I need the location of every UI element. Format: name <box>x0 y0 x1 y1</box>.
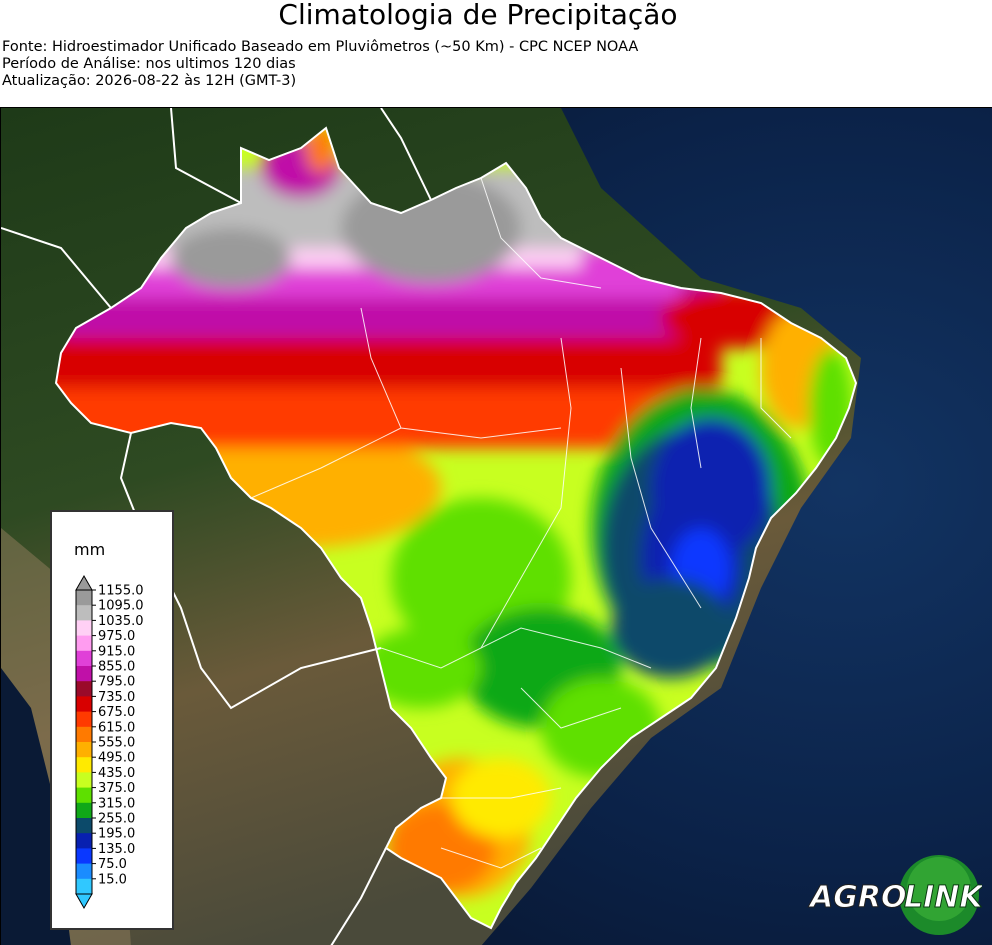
period-line: Período de Análise: nos ultimos 120 dias <box>2 56 296 72</box>
updated-line: Atualização: 2026-08-22 às 12H (GMT-3) <box>2 73 297 89</box>
colorbar-label: 975.0 <box>98 629 135 644</box>
colorbar-label: 195.0 <box>98 827 135 842</box>
colorbar-label: 315.0 <box>98 796 135 811</box>
colorbar-label: 75.0 <box>98 857 127 872</box>
colorbar-label: 795.0 <box>98 675 135 690</box>
state-borders <box>250 177 792 869</box>
colorbar-label: 675.0 <box>98 705 135 720</box>
source-line: Fonte: Hidroestimador Unificado Baseado … <box>2 39 639 55</box>
colorbar-label: 555.0 <box>98 736 135 751</box>
colorbar-swatch <box>76 635 92 652</box>
colorbar-swatch <box>76 605 92 621</box>
colorbar-swatch <box>76 696 92 713</box>
colorbar: 1155.01095.01035.0975.0915.0855.0795.073… <box>75 574 144 910</box>
colorbar-label: 15.0 <box>98 872 127 887</box>
colorbar-swatch <box>76 848 92 865</box>
legend-unit: mm <box>74 540 106 559</box>
colorbar-swatch <box>76 666 92 682</box>
colorbar-swatch <box>76 650 92 667</box>
country-borders <box>1 108 857 945</box>
colorbar-swatch <box>76 863 92 880</box>
colorbar-label: 735.0 <box>98 690 135 705</box>
colorbar-label: 1035.0 <box>98 614 144 629</box>
colorbar-swatch <box>76 757 92 773</box>
colorbar-swatch <box>76 833 92 849</box>
colorbar-label: 1095.0 <box>98 599 144 614</box>
colorbar-label: 855.0 <box>98 660 135 675</box>
map-metadata: Fonte: Hidroestimador Unificado Baseado … <box>2 39 638 90</box>
colorbar-swatch <box>76 681 92 697</box>
colorbar-label: 915.0 <box>98 644 135 659</box>
colorbar-swatch <box>76 742 92 758</box>
colorbar-swatch <box>76 818 92 834</box>
colorbar-label: 135.0 <box>98 842 135 857</box>
colorbar-label: 1155.0 <box>98 584 144 599</box>
colorbar-top-arrow <box>75 574 93 591</box>
precipitation-map <box>1 108 992 945</box>
logo-text-link: LINK <box>904 880 982 915</box>
map-title: Climatologia de Precipitação <box>278 0 678 31</box>
colorbar-swatch <box>76 711 92 728</box>
colorbar-label: 255.0 <box>98 812 135 827</box>
colorbar-label: 615.0 <box>98 720 135 735</box>
colorbar-swatch <box>76 590 92 606</box>
logo-text-agro: AGRO <box>808 880 906 915</box>
colorbar-legend: mm 1155.0 1095.0 1035.0 975.0 915.0 855.0 795.… <box>50 510 174 930</box>
colorbar-bottom-arrow <box>75 893 93 910</box>
colorbar-swatch <box>76 787 92 804</box>
colorbar-swatch <box>76 878 92 895</box>
agrolink-logo: AGRO LINK <box>808 855 982 935</box>
colorbar-label: 495.0 <box>98 751 135 766</box>
colorbar-swatch <box>76 772 92 789</box>
colorbar-swatch <box>76 726 92 743</box>
colorbar-label: 435.0 <box>98 766 135 781</box>
colorbar-swatch <box>76 620 92 637</box>
colorbar-swatch <box>76 802 92 819</box>
map-panel <box>0 107 992 945</box>
colorbar-label: 375.0 <box>98 781 135 796</box>
